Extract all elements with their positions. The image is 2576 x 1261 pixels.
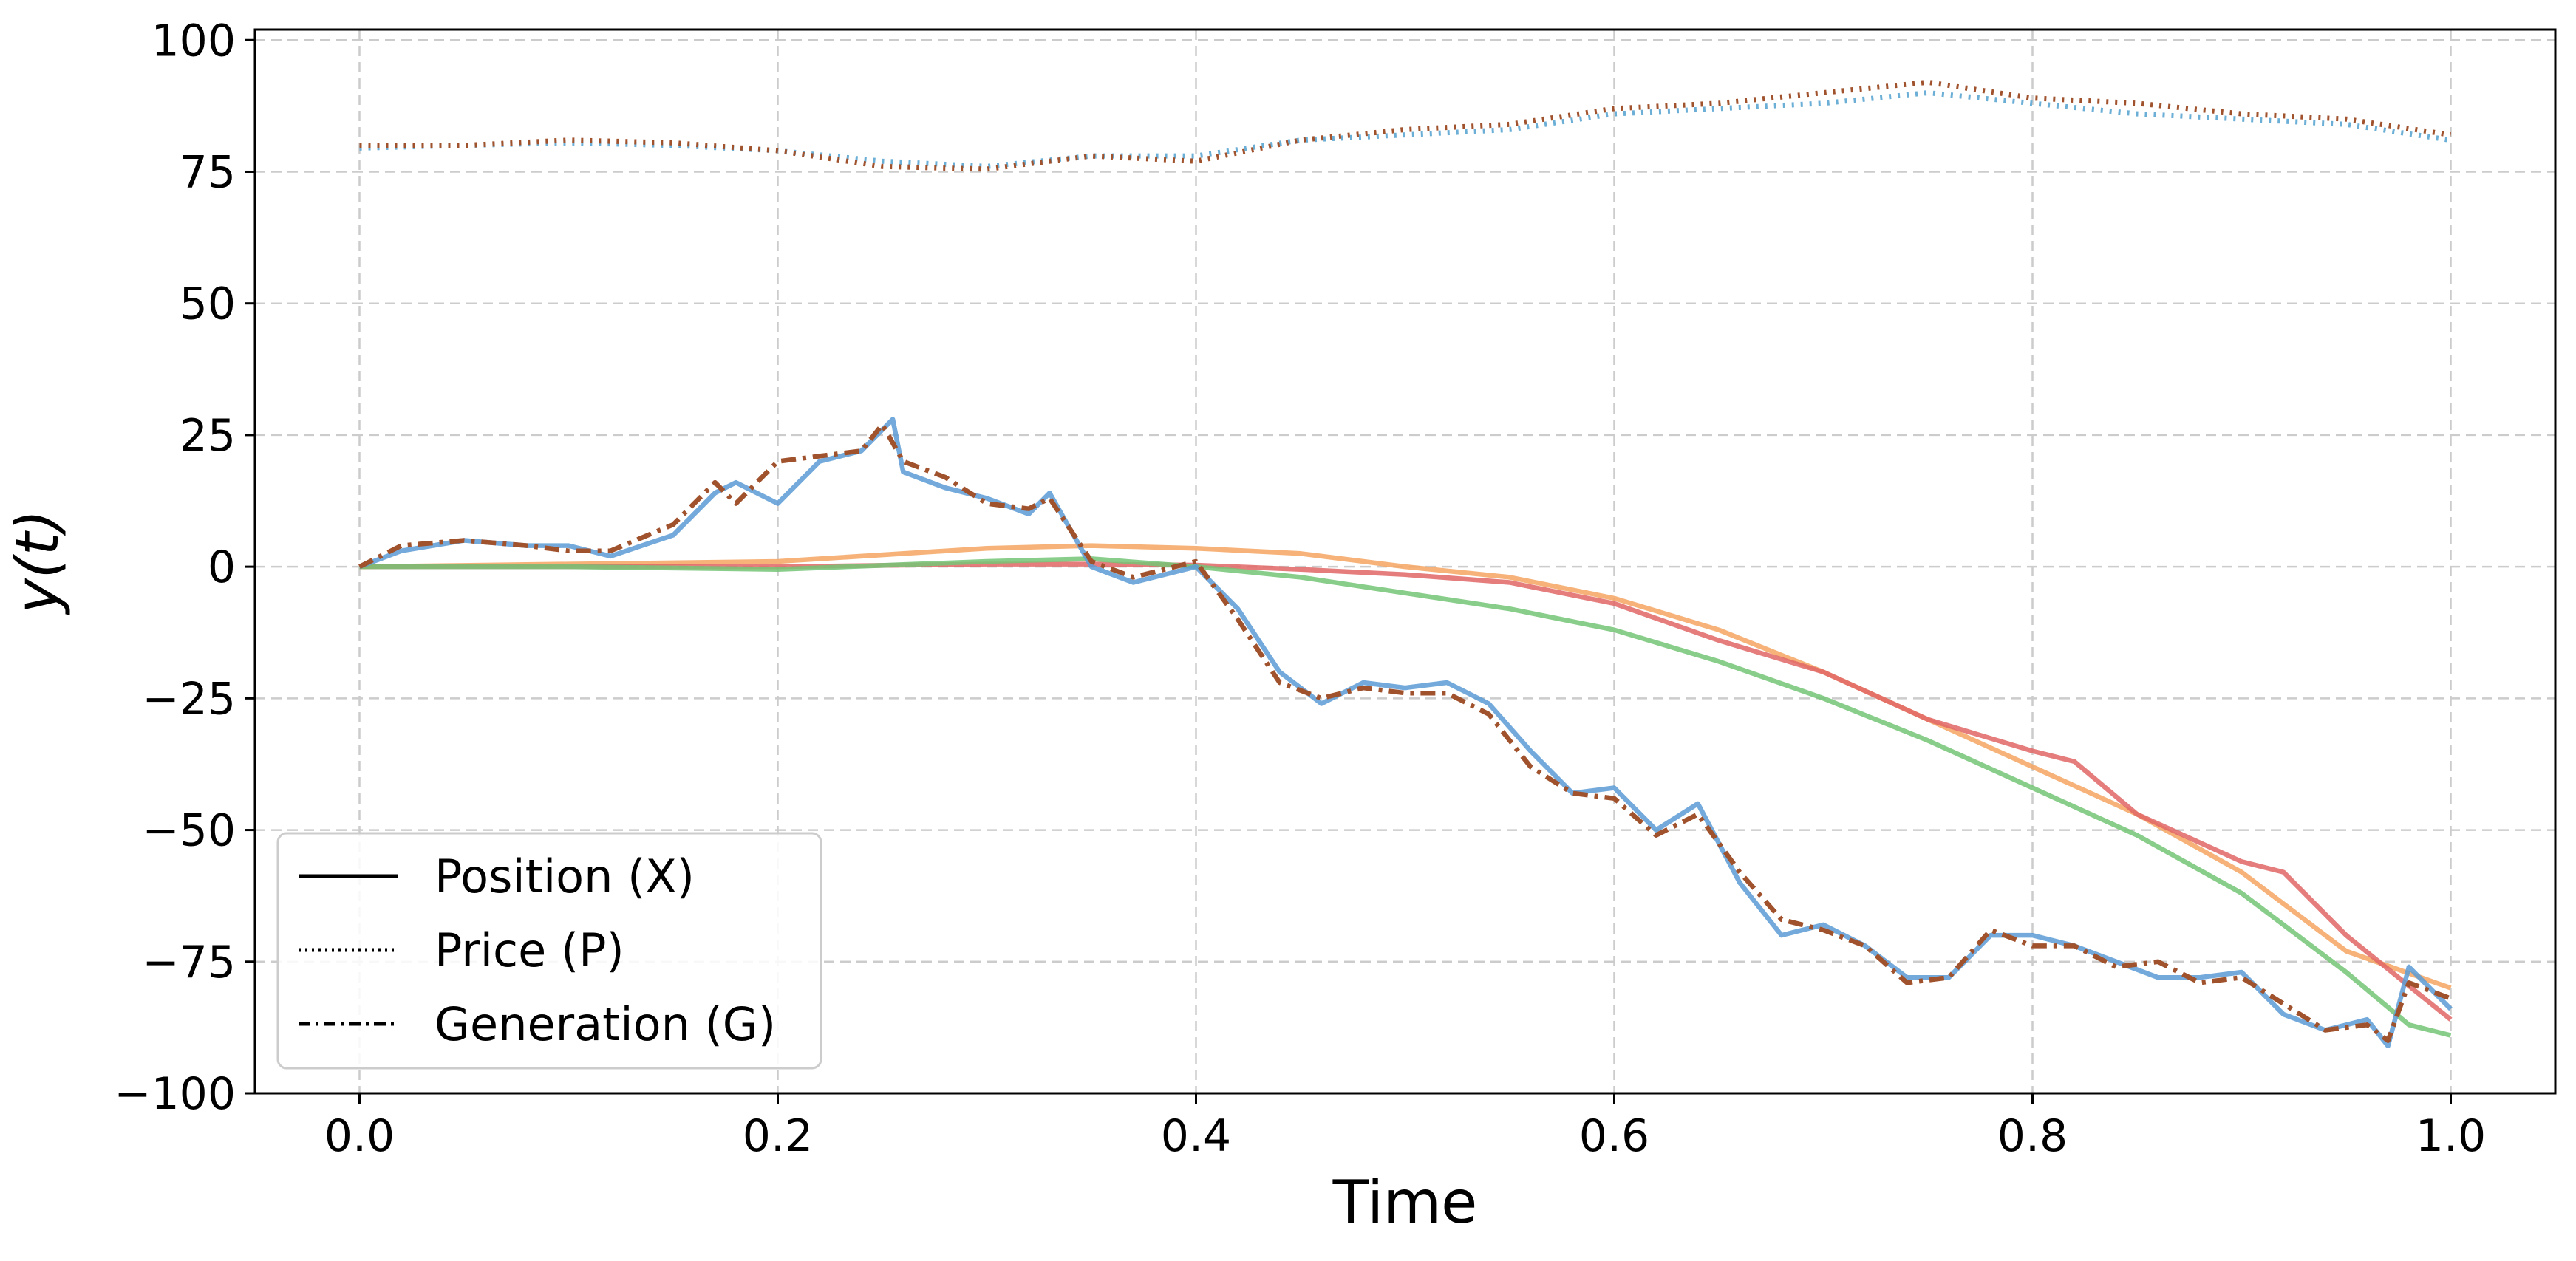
legend-label: Generation (G) <box>435 997 776 1051</box>
x-axis-title: Time <box>1332 1168 1478 1237</box>
y-tick-label: −25 <box>142 673 236 725</box>
axis-ticks: 0.0 0.2 0.4 0.6 0.8 1.0 100 75 50 25 0 −25 −50 −75 −10… <box>114 15 2486 1162</box>
y-tick-label: 25 <box>180 410 236 462</box>
series-line-solid-5 <box>358 417 2453 1049</box>
legend: Position (X) Price (P) Generation (G) <box>276 832 822 1070</box>
legend-label: Position (X) <box>435 850 695 903</box>
plot-frame <box>253 28 2557 1095</box>
x-tick-label: 1.0 <box>2416 1110 2486 1162</box>
y-axis-title: y(t) <box>3 509 72 615</box>
y-tick-label: −75 <box>142 937 236 988</box>
y-tick-label: 0 <box>208 541 236 593</box>
series-line-dotted-1 <box>359 79 2452 172</box>
x-tick-label: 0.2 <box>743 1110 813 1162</box>
series-layer <box>358 79 2453 1049</box>
x-tick-label: 0.4 <box>1161 1110 1231 1162</box>
series-line-solid-4 <box>359 556 2452 1038</box>
y-tick-label: −50 <box>142 805 236 857</box>
series-line-solid-3 <box>359 561 2453 1022</box>
x-tick-label: 0.8 <box>1997 1110 2068 1162</box>
x-tick-label: 0.6 <box>1579 1110 1649 1162</box>
series-line-dotted-0 <box>359 90 2452 169</box>
y-tick-label: −100 <box>114 1068 236 1120</box>
legend-label: Price (P) <box>435 923 624 977</box>
y-tick-label: 50 <box>180 278 236 330</box>
y-tick-label: 100 <box>151 15 236 66</box>
x-tick-label: 0.0 <box>324 1110 395 1162</box>
legend-box <box>276 832 822 1070</box>
y-tick-label: 75 <box>180 146 236 198</box>
series-line-dashdot-6 <box>358 422 2452 1043</box>
